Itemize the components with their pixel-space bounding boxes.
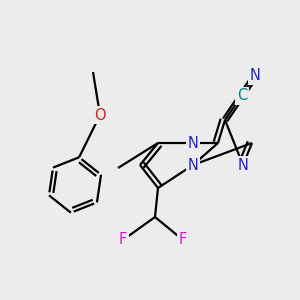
Text: N: N	[188, 136, 198, 151]
Text: C: C	[237, 88, 247, 104]
Text: F: F	[119, 232, 127, 247]
Text: F: F	[179, 232, 187, 247]
Text: N: N	[250, 68, 260, 83]
Text: O: O	[94, 107, 106, 122]
Text: N: N	[188, 158, 198, 172]
Text: N: N	[238, 158, 248, 172]
